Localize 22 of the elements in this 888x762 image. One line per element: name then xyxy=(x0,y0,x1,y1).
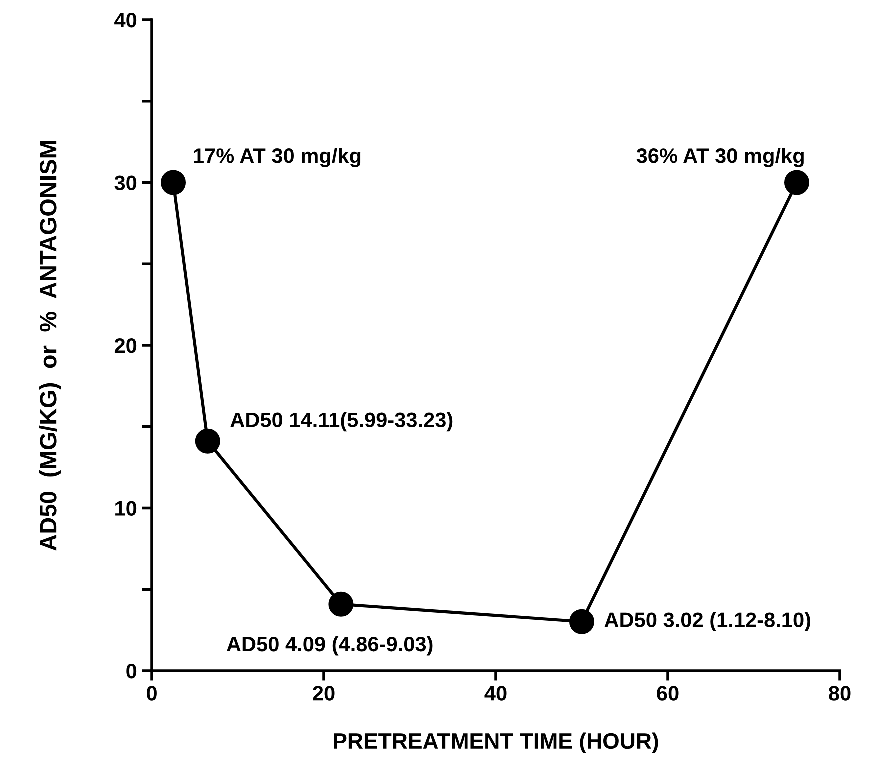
point xyxy=(784,170,810,196)
y-tick-label: 20 xyxy=(114,338,137,354)
y-tick-label: 40 xyxy=(114,13,137,28)
x-tick-label: 80 xyxy=(829,686,851,701)
annotation: 17% AT 30 mg/kg xyxy=(194,148,361,168)
x-axis-title: PRETREATMENT TIME (HOUR) xyxy=(334,732,658,754)
point xyxy=(328,592,354,617)
point xyxy=(570,609,594,634)
annotation: AD50 3.02 (1.12-8.10) xyxy=(604,612,810,632)
y-tick-label: 10 xyxy=(116,501,137,516)
point xyxy=(161,170,186,196)
annotation: AD50 14.11(5.99-33.23) xyxy=(230,412,453,432)
annotation: AD50 4.09 (4.86-9.03) xyxy=(226,636,433,656)
x-tick-label: 40 xyxy=(484,686,507,701)
annotation: 36% AT 30 mg/kg xyxy=(636,148,804,168)
x-tick-label: 60 xyxy=(657,686,679,701)
y-axis-title: AD50 (MG/KG) or % ANTAGONISM xyxy=(39,141,62,551)
x-tick-label: 0 xyxy=(147,686,157,701)
y-tick-label: 30 xyxy=(114,176,137,191)
x-tick-label: 20 xyxy=(313,686,335,701)
y-tick-label: 0 xyxy=(126,664,137,679)
point xyxy=(195,428,220,454)
